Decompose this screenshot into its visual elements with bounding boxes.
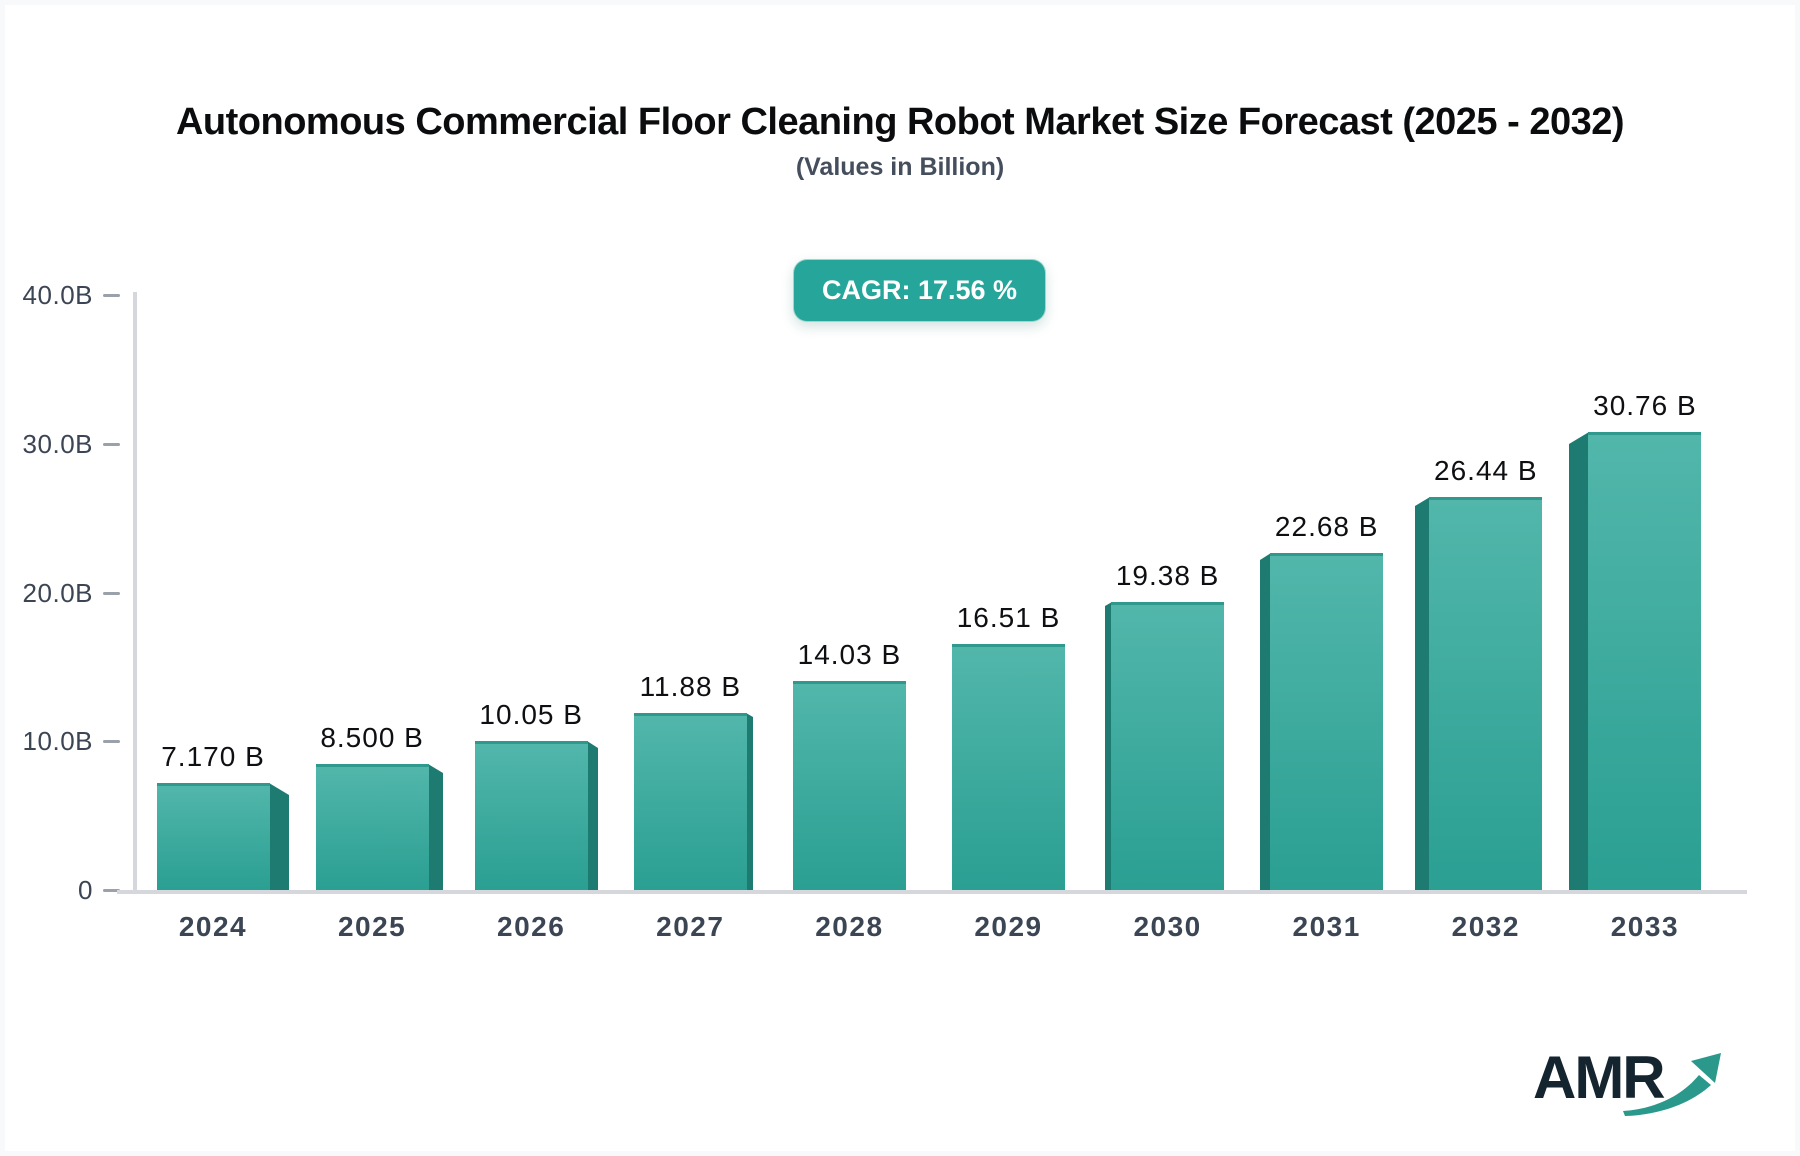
y-tick-dash-30 (103, 442, 120, 446)
y-axis-label-10: 10.0B (22, 726, 93, 757)
y-tick-dash-10 (103, 740, 120, 744)
bar-value-label-2025: 8.500 B (320, 722, 424, 753)
x-axis-label-2033: 2033 (1610, 911, 1680, 942)
x-axis-label-2032: 2032 (1451, 911, 1520, 942)
cagr-badge: CAGR: 17.56 % (793, 259, 1047, 322)
bar-2031 (1270, 553, 1383, 890)
y-axis-label-30: 30.0B (22, 428, 93, 459)
bar-value-label-2033: 30.76 B (1593, 390, 1697, 421)
x-axis-label-2024: 2024 (178, 911, 248, 942)
amr-logo-text: AMR (1533, 1044, 1666, 1111)
bar-side-2025 (428, 764, 443, 890)
bar-side-2033 (1569, 432, 1589, 890)
y-axis-line (133, 292, 137, 894)
bar-side-2030 (1105, 602, 1112, 890)
chart-subtitle: (Values in Billion) (795, 153, 1005, 181)
y-tick-dash-0 (103, 889, 120, 892)
cagr-badge-label: CAGR: 17.56 % (822, 275, 1018, 305)
x-axis-line (117, 890, 1747, 894)
amr-logo: AMR (1533, 1043, 1723, 1128)
y-tick-dash-20 (103, 591, 120, 595)
bar-side-2032 (1415, 497, 1430, 890)
bar-side-2031 (1260, 553, 1271, 890)
y-axis-label-20: 20.0B (22, 577, 93, 608)
bar-2030 (1111, 602, 1224, 890)
bar-2032 (1429, 497, 1542, 890)
bar-value-label-2024: 7.170 B (161, 741, 265, 772)
logo-growth-arrow-icon (1623, 1053, 1721, 1116)
page-title: Autonomous Commercial Floor Cleaning Rob… (175, 101, 1625, 143)
bar-value-label-2032: 26.44 B (1434, 455, 1538, 486)
x-axis-label-2031: 2031 (1292, 911, 1361, 942)
x-axis-label-2026: 2026 (497, 911, 566, 942)
bar-value-label-2029: 16.51 B (956, 602, 1061, 633)
bar-side-2027 (746, 713, 753, 890)
bar-2024 (157, 783, 270, 890)
x-axis-label-2027: 2027 (656, 911, 725, 942)
bar-2027 (634, 713, 747, 890)
x-axis-label-2029: 2029 (974, 911, 1043, 942)
bar-value-label-2027: 11.88 B (639, 671, 742, 702)
y-axis-label-0: 0 (78, 875, 93, 905)
bar-side-2024 (269, 783, 289, 890)
y-tick-dash-40 (103, 294, 120, 297)
x-axis-label-2028: 2028 (815, 911, 884, 942)
bar-2026 (475, 741, 588, 890)
y-axis-label-40: 40.0B (22, 280, 93, 310)
bar-chart-plot: 0 10.0B 20.0B 30.0B 40.0B 7.170 B 2024 8.500 B 2… (5, 5, 1795, 1151)
bar-side-2026 (587, 741, 598, 890)
x-axis-label-2025: 2025 (337, 911, 407, 942)
bar-2029 (952, 644, 1065, 890)
bar-value-label-2028: 14.03 B (797, 639, 902, 670)
bar-value-label-2031: 22.68 B (1274, 511, 1379, 542)
bar-value-label-2030: 19.38 B (1115, 560, 1220, 591)
bar-value-label-2026: 10.05 B (479, 699, 583, 730)
bar-2028 (793, 681, 906, 890)
bar-2033 (1588, 432, 1701, 890)
bar-2025 (316, 764, 429, 890)
x-axis-label-2030: 2030 (1133, 911, 1202, 942)
